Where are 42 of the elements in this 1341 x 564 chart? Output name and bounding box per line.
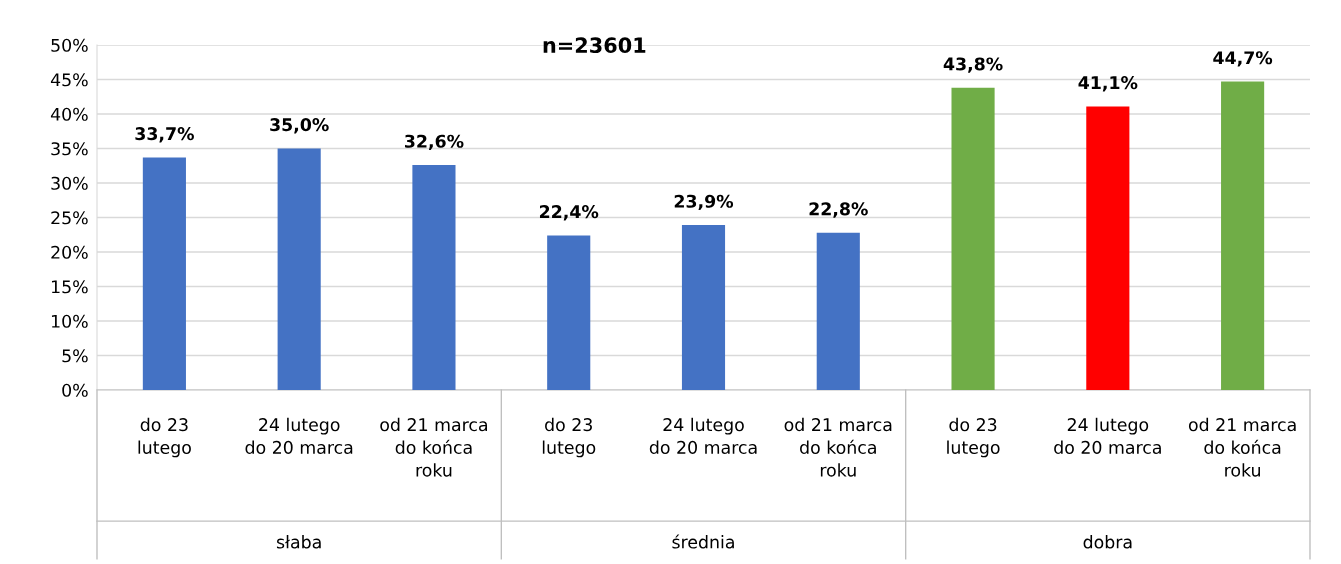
data-label: 41,1% <box>1078 76 1138 92</box>
y-tick-label: 45% <box>50 73 88 87</box>
x-tick-label: 24 lutego do 20 marca <box>1054 417 1161 454</box>
data-label: 43,8% <box>943 57 1003 73</box>
chart-title: n=23601 <box>543 37 646 54</box>
x-tick-label: do 23 lutego <box>138 417 191 458</box>
data-label: 22,8% <box>809 202 868 218</box>
y-tick-label: 25% <box>51 211 88 225</box>
data-label: 32,6% <box>404 134 464 151</box>
data-label: 22,4% <box>539 205 599 221</box>
y-tick-label: 0% <box>62 383 88 397</box>
y-tick-label: 5% <box>62 349 88 363</box>
x-tick-label: od 21 marca do końca roku <box>784 417 892 477</box>
y-tick-label: 15% <box>51 280 88 294</box>
x-tick-label: 24 lutego do 20 marca <box>649 417 757 454</box>
x-tick-label: od 21 marca do końca roku <box>380 417 487 477</box>
y-tick-label: 40% <box>50 107 88 121</box>
bar <box>951 87 995 390</box>
bar <box>412 165 456 390</box>
bar <box>1086 106 1130 390</box>
text: dobra <box>1083 535 1132 549</box>
data-label: 44,7% <box>1213 51 1273 67</box>
data-label: 33,7% <box>135 127 194 143</box>
text: słaba <box>276 535 321 549</box>
bar <box>547 235 591 390</box>
bar <box>816 232 860 390</box>
y-tick-label: 35% <box>51 142 88 156</box>
x-tick-label: od 21 marca do końca roku <box>1188 417 1296 477</box>
x-tick-label: do 23 lutego <box>947 417 1000 458</box>
bar <box>142 157 186 390</box>
text: średnia <box>672 534 734 549</box>
bar <box>681 225 726 390</box>
y-tick-label: 30% <box>51 176 88 190</box>
x-tick-label: do 23 lutego <box>542 417 596 458</box>
bar <box>277 148 321 390</box>
data-label: 35,0% <box>270 118 329 134</box>
y-tick-label: 10% <box>51 314 88 328</box>
bar <box>1221 81 1265 390</box>
data-label: 23,9% <box>674 194 734 211</box>
y-tick-label: 50% <box>51 38 88 52</box>
y-tick-label: 20% <box>51 245 88 259</box>
x-tick-label: 24 lutego do 20 marca <box>245 417 353 454</box>
